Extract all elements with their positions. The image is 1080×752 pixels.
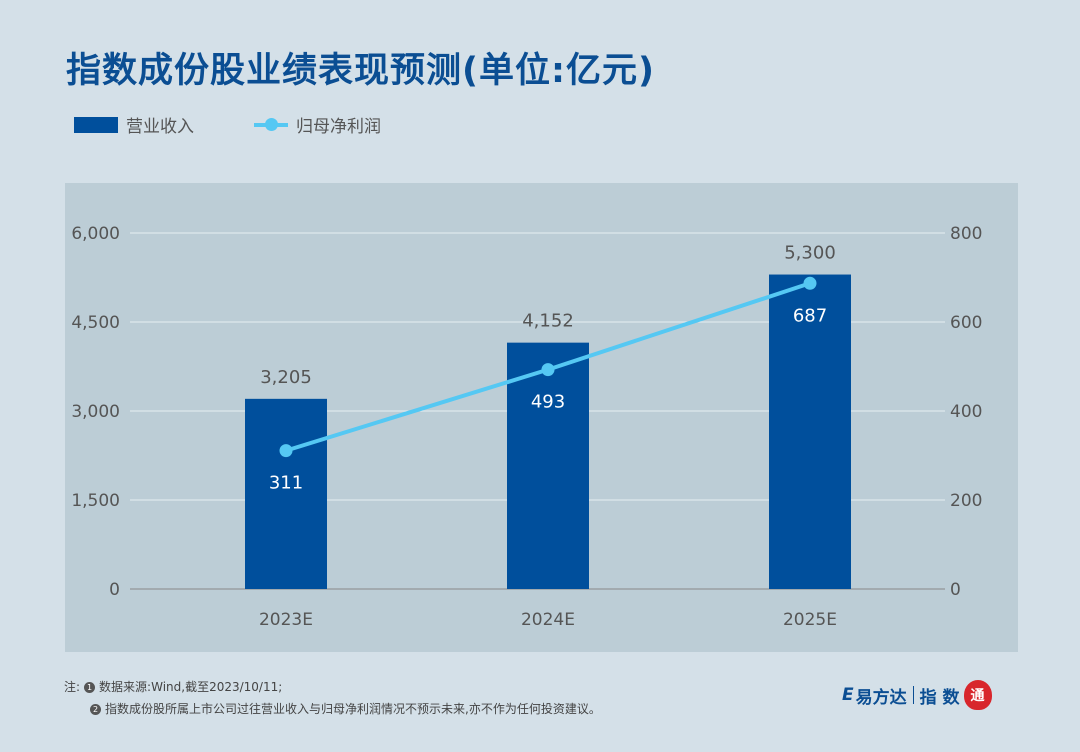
footnotes: 注: 1 数据来源:Wind,截至2023/10/11; 2 指数成份股所属上市公司过… xyxy=(64,676,601,720)
x-tick-label: 2025E xyxy=(783,610,837,630)
note-number-1: 1 xyxy=(84,682,96,693)
left-tick-label: 6,000 xyxy=(71,224,120,244)
legend-line-label: 归母净利润 xyxy=(296,117,381,137)
line-point xyxy=(803,276,817,290)
logo-seal-icon: 通 xyxy=(963,680,992,710)
legend-bar-swatch xyxy=(74,116,118,133)
logo-brand: 易方达 xyxy=(855,687,907,708)
logo-product: 指 数 xyxy=(919,687,960,708)
logo-mark-icon: E xyxy=(842,685,854,705)
right-tick-label: 200 xyxy=(950,491,982,511)
note-number-2: 2 xyxy=(90,704,101,715)
line-value-label: 311 xyxy=(269,473,303,494)
bar-value-label: 5,300 xyxy=(784,243,836,264)
right-tick-label: 800 xyxy=(950,224,982,244)
note-2: 指数成份股所属上市公司过往营业收入与归母净利润情况不预示未来,亦不作为任何投资建… xyxy=(105,702,601,716)
right-tick-label: 600 xyxy=(950,313,982,333)
right-tick-label: 0 xyxy=(950,580,961,600)
bar xyxy=(507,342,589,589)
bar-value-label: 3,205 xyxy=(260,367,312,388)
line-point xyxy=(541,363,555,377)
legend: 营业收入 归母净利润 xyxy=(74,112,381,137)
right-tick-label: 400 xyxy=(950,402,982,422)
chart-title: 指数成份股业绩表现预测(单位:亿元) xyxy=(66,51,655,91)
logo-divider xyxy=(912,686,914,704)
bar xyxy=(769,274,851,589)
left-tick-label: 4,500 xyxy=(71,313,120,333)
bar-value-label: 4,152 xyxy=(522,311,574,332)
line-value-label: 493 xyxy=(531,392,565,413)
bar xyxy=(245,398,327,589)
note-1: 数据来源:Wind,截至2023/10/11; xyxy=(99,680,283,694)
x-tick-label: 2024E xyxy=(521,610,575,630)
line-value-label: 687 xyxy=(793,305,827,326)
notes-prefix: 注: xyxy=(64,680,81,694)
x-tick-label: 2023E xyxy=(259,610,313,630)
legend-line-swatch xyxy=(254,117,288,131)
left-tick-label: 1,500 xyxy=(71,491,120,511)
left-tick-label: 0 xyxy=(109,580,120,600)
legend-bar-label: 营业收入 xyxy=(126,117,194,137)
left-tick-label: 3,000 xyxy=(71,402,120,422)
line-point xyxy=(279,444,293,458)
brand-logo: E 易方达 指 数 通 xyxy=(842,680,992,710)
